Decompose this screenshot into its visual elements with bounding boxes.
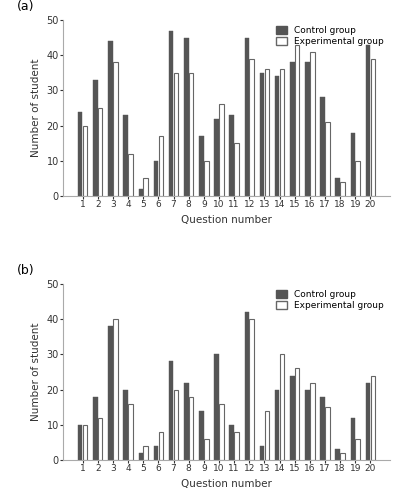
Bar <box>325 407 330 460</box>
Bar <box>184 38 188 196</box>
Bar <box>305 390 310 460</box>
Bar <box>351 418 355 460</box>
Bar <box>355 161 360 196</box>
Bar <box>128 404 133 460</box>
Bar <box>108 326 113 460</box>
Bar <box>184 382 188 460</box>
Bar <box>249 319 254 460</box>
Bar <box>123 390 128 460</box>
Bar <box>189 396 193 460</box>
X-axis label: Question number: Question number <box>181 478 272 488</box>
Bar <box>78 112 82 196</box>
Bar <box>229 425 234 460</box>
Bar <box>305 62 310 196</box>
Bar <box>245 38 249 196</box>
Bar <box>199 136 204 196</box>
Bar <box>290 62 295 196</box>
Bar <box>93 80 98 196</box>
Bar <box>265 70 269 196</box>
Bar <box>143 178 148 196</box>
Bar <box>249 58 254 196</box>
Bar <box>340 453 345 460</box>
Bar <box>219 104 224 196</box>
Bar <box>295 368 299 460</box>
Bar <box>310 382 314 460</box>
Bar <box>214 118 219 196</box>
Bar <box>174 73 178 196</box>
Bar <box>234 432 239 460</box>
Bar <box>229 115 234 196</box>
X-axis label: Question number: Question number <box>181 214 272 224</box>
Bar <box>355 439 360 460</box>
Bar <box>214 354 219 460</box>
Bar <box>245 312 249 460</box>
Bar <box>154 446 158 460</box>
Y-axis label: Number of student: Number of student <box>31 58 41 157</box>
Bar <box>113 319 117 460</box>
Bar <box>234 143 239 196</box>
Bar <box>108 41 113 196</box>
Bar <box>260 446 264 460</box>
Bar <box>275 76 279 196</box>
Bar <box>336 178 340 196</box>
Bar <box>199 410 204 460</box>
Text: (b): (b) <box>17 264 35 277</box>
Bar <box>310 52 314 196</box>
Bar <box>366 44 370 196</box>
Bar <box>325 122 330 196</box>
Bar <box>98 418 102 460</box>
Bar <box>336 450 340 460</box>
Bar <box>83 425 87 460</box>
Legend: Control group, Experimental group: Control group, Experimental group <box>274 24 386 48</box>
Bar <box>280 70 284 196</box>
Bar <box>371 58 375 196</box>
Bar <box>154 161 158 196</box>
Bar <box>280 354 284 460</box>
Bar <box>204 161 208 196</box>
Bar <box>366 382 370 460</box>
Bar <box>158 136 163 196</box>
Bar <box>113 62 117 196</box>
Bar <box>290 376 295 460</box>
Bar <box>98 108 102 196</box>
Bar <box>143 446 148 460</box>
Y-axis label: Number of student: Number of student <box>31 323 41 421</box>
Bar <box>93 396 98 460</box>
Text: (a): (a) <box>17 0 35 13</box>
Bar <box>83 126 87 196</box>
Bar <box>169 30 173 196</box>
Bar <box>295 44 299 196</box>
Bar <box>128 154 133 196</box>
Bar <box>340 182 345 196</box>
Bar <box>265 410 269 460</box>
Bar <box>371 376 375 460</box>
Bar <box>204 439 208 460</box>
Bar <box>219 404 224 460</box>
Bar <box>169 362 173 460</box>
Bar <box>139 453 143 460</box>
Bar <box>351 132 355 196</box>
Bar <box>123 115 128 196</box>
Bar <box>158 432 163 460</box>
Bar <box>174 390 178 460</box>
Bar <box>78 425 82 460</box>
Bar <box>189 73 193 196</box>
Legend: Control group, Experimental group: Control group, Experimental group <box>274 288 386 312</box>
Bar <box>139 189 143 196</box>
Bar <box>260 73 264 196</box>
Bar <box>275 390 279 460</box>
Bar <box>320 396 325 460</box>
Bar <box>320 98 325 196</box>
